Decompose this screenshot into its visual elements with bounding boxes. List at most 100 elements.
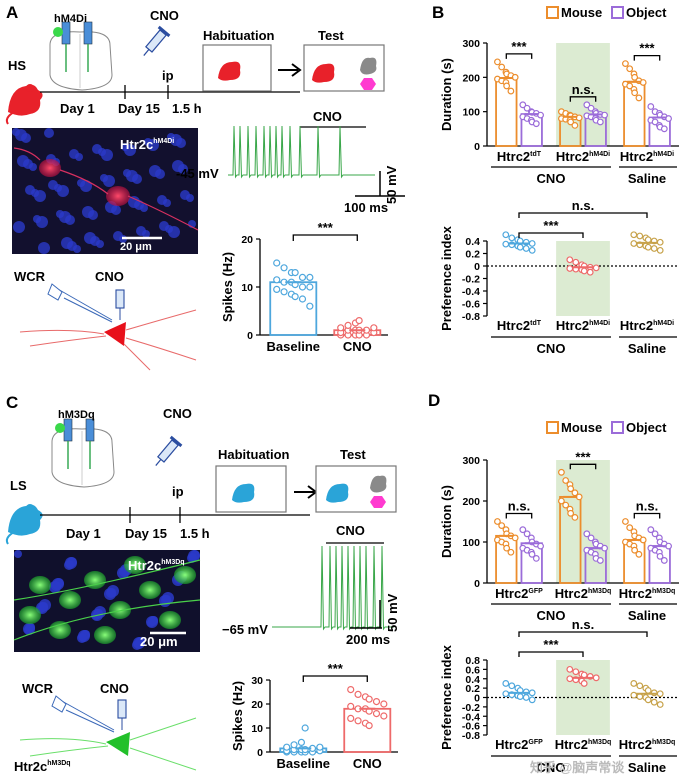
data-point [316,743,324,751]
data-point [566,665,574,673]
sig-bracket [518,631,648,637]
highlight-band [556,43,610,146]
data-point [558,468,565,476]
y-axis-label: Preference index [439,225,454,331]
scale-um-c: 20 μm [140,634,178,649]
data-point [498,63,506,71]
data-point [298,283,307,291]
nucleus [155,169,165,179]
x-category-label: Htrc2hM3Dq [619,586,676,601]
panel-d-letter: D [428,391,440,410]
ephys-trace-c: CNO −65 mV 200 ms 50 mV [222,523,400,647]
mouse-icon [312,63,335,83]
object-hexagon-icon [370,496,386,508]
data-point [347,702,355,711]
duration-chart-b: 0 100 200 300 Duration (s) *** Htrc2tdT n.s. Htr… [439,38,679,186]
spikes-chart-a: 0 10 20 Spikes (Hz) Baseline CNO *** [220,220,388,354]
nucleus [147,619,155,627]
y-tick-label: 100 [462,537,480,549]
nucleus [147,139,159,151]
y-tick-label: -0.4 [462,711,480,723]
nucleus [14,550,22,558]
data-point [630,231,638,239]
data-point [656,701,664,708]
data-point [580,680,588,687]
x-category-label: Htrc2hM4Di [556,318,610,333]
image-label-a: Htr2chM4Di [120,137,174,152]
data-point [566,675,574,683]
x-category-label: Htrc2hM4Di [620,149,674,164]
sig-bracket [292,234,358,241]
data-point [523,104,531,112]
sig-bracket [633,512,661,519]
scale-ms-a: 100 ms [344,200,388,215]
y-tick-label: 200 [462,72,480,84]
sig-label: *** [575,449,591,464]
nucleus [140,204,148,212]
data-point [630,680,638,687]
data-point [507,548,515,556]
data-point [583,530,591,538]
x-category-label: Htrc2hM3Dq [555,737,612,752]
data-point [503,544,511,552]
y-tick-label: 0.2 [465,683,480,695]
panel-b-letter: B [432,3,444,22]
data-point [572,258,580,266]
condition-label: CNO [537,341,566,356]
x-category-label: Baseline [267,339,320,354]
data-point [532,555,540,562]
y-tick-label: -0.4 [462,286,480,298]
nucleus [168,226,180,238]
x-category-label: CNO [343,339,372,354]
data-point [502,680,510,687]
virus-dot-icon [55,423,65,433]
cno-label-a: CNO [150,8,179,23]
data-point [562,477,570,484]
data-point [508,682,516,690]
y-tick-label: -0.2 [462,274,480,286]
data-point [656,238,664,246]
sig-label: *** [543,218,559,233]
data-point [347,685,355,694]
y-tick-label: -0.6 [462,299,480,311]
labeled-cell [84,571,106,589]
labeled-cell [29,576,51,594]
condition-label: Saline [628,760,666,775]
cno-label-c2: CNO [100,681,129,696]
arrow-icon [278,63,302,77]
y-tick-label: 300 [462,455,480,467]
sig-bracket [518,212,648,218]
ephys-trace-a: CNO -45 mV 100 ms 50 mV [176,109,405,215]
data-point [631,73,639,81]
y-tick-label: 20 [241,234,253,246]
data-point [291,269,299,277]
sig-label: *** [328,661,344,676]
data-point [511,534,519,542]
sig-bracket [518,232,584,238]
duration-chart-d: 0 100 200 300 Duration (s) n.s. Htrc2GFP *** Htr… [439,449,679,623]
cno-label-c: CNO [163,406,192,421]
nucleus [103,175,115,187]
delay-label-a: 1.5 h [172,101,202,116]
data-point [528,246,536,254]
data-point [660,125,668,133]
data-point [365,695,373,703]
data-point [596,118,604,126]
data-point [365,721,373,730]
data-point [583,101,591,109]
condition-label: Saline [628,341,666,356]
panel-a: A hM4Di CNO ip HS Day 1 Day 15 1.5 h [5,3,405,371]
data-point [298,295,307,303]
data-point [567,509,575,517]
y-tick-label: 0 [474,693,480,705]
day15-label-c: Day 15 [125,526,167,541]
arrow-icon [294,485,318,499]
nucleus [75,153,83,161]
data-point [571,489,579,497]
y-tick-label: 100 [462,107,480,119]
data-point [626,524,634,532]
scale-ms-c: 200 ms [346,632,390,647]
data-point [644,243,652,251]
nucleus [96,240,104,248]
virus-dot-icon [53,27,63,37]
